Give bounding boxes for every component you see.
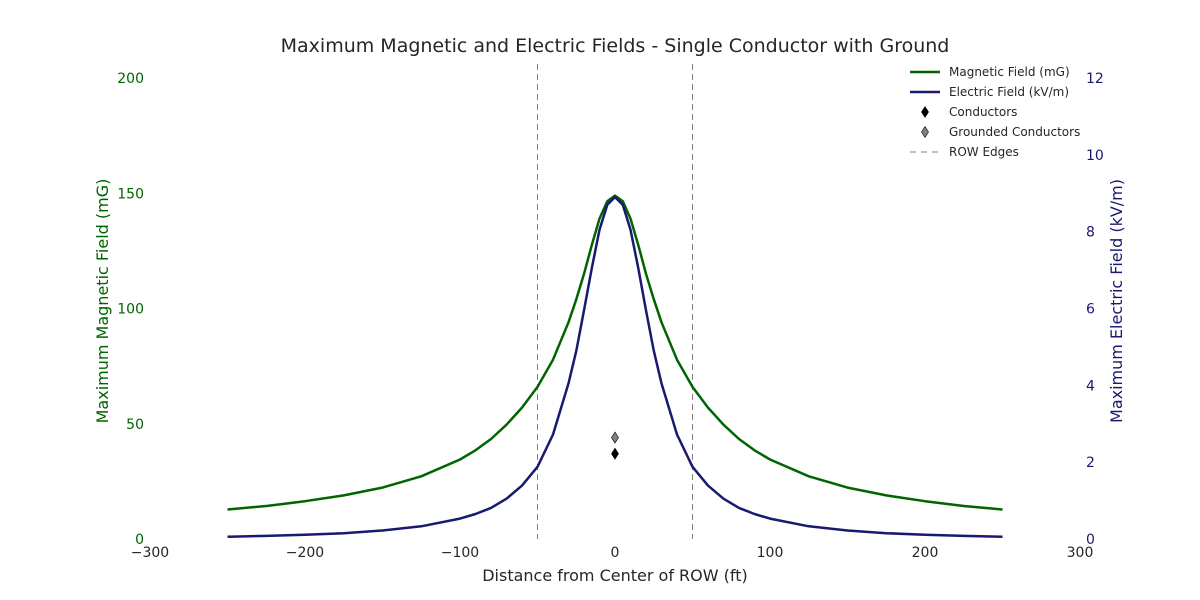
right-y-tick-label: 2 <box>1086 455 1095 471</box>
legend-label: Grounded Conductors <box>949 125 1080 139</box>
right-y-tick-label: 4 <box>1086 378 1095 394</box>
chart-title: Maximum Magnetic and Electric Fields - S… <box>281 35 950 57</box>
x-tick-label: 100 <box>757 545 784 561</box>
left-y-tick-label: 150 <box>117 186 144 202</box>
left-y-axis-label: Maximum Magnetic Field (mG) <box>93 179 112 424</box>
left-y-tick-label: 50 <box>126 417 144 433</box>
x-axis-label: Distance from Center of ROW (ft) <box>482 566 748 585</box>
plot-area: −300 −200 −100 0 100 200 300050100150200024681… <box>117 64 1104 561</box>
conductor-marker <box>611 447 619 460</box>
legend-label: Electric Field (kV/m) <box>949 85 1069 99</box>
right-y-tick-label: 8 <box>1086 225 1095 241</box>
right-y-tick-label: 10 <box>1086 148 1104 164</box>
legend-label: Magnetic Field (mG) <box>949 65 1070 79</box>
legend-label: ROW Edges <box>949 145 1019 159</box>
right-y-tick-label: 0 <box>1086 532 1095 548</box>
legend-label: Conductors <box>949 105 1017 119</box>
left-y-tick-label: 100 <box>117 302 144 318</box>
legend: Magnetic Field (mG) Electric Field (kV/m)… <box>910 65 1080 159</box>
magnetic-field-line <box>227 194 1003 511</box>
x-tick-label: 300 <box>1067 545 1094 561</box>
x-tick-label: −300 <box>131 545 169 561</box>
x-tick-label: 0 <box>611 545 620 561</box>
legend-swatch <box>921 105 929 119</box>
right-y-tick-label: 6 <box>1086 302 1095 318</box>
left-y-tick-label: 200 <box>117 71 144 87</box>
x-tick-label: −100 <box>441 545 479 561</box>
electric-field-line <box>227 195 1003 538</box>
x-tick-label: 200 <box>912 545 939 561</box>
x-tick-label: −200 <box>286 545 324 561</box>
right-y-axis-label: Maximum Electric Field (kV/m) <box>1107 179 1126 423</box>
right-y-tick-label: 12 <box>1086 71 1104 87</box>
legend-swatch <box>921 125 929 139</box>
grounded-conductor-marker <box>611 431 619 444</box>
left-y-tick-label: 0 <box>135 532 144 548</box>
